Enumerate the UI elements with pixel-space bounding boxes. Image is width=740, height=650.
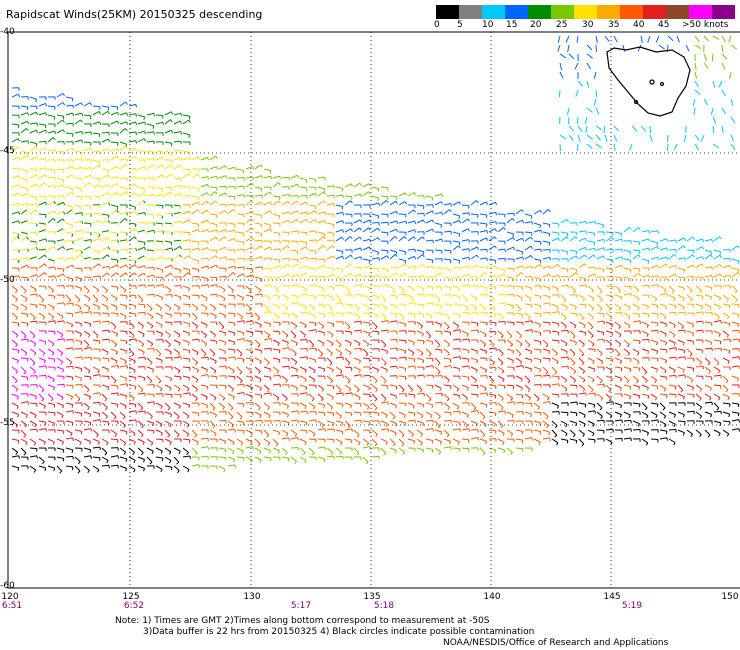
graticule [8, 32, 740, 588]
lat-label-minus-60: -60 [0, 581, 15, 591]
legend-label: 10 [482, 20, 494, 30]
lon-label-130: 130 [243, 592, 261, 602]
time-label-2: 5:17 [290, 601, 312, 611]
legend-swatch [459, 5, 482, 19]
legend-label: 40 [633, 20, 645, 30]
legend-label: 30 [582, 20, 594, 30]
time-label-3: 5:18 [373, 601, 395, 611]
legend-swatch [597, 5, 620, 19]
lat-label-minus-45: -45 [0, 146, 15, 156]
legend-swatch [436, 5, 459, 19]
lat-label-minus-55: -55 [0, 418, 15, 428]
lon-label-135: 135 [363, 592, 381, 602]
note-line-2: 3)Data buffer is 22 hrs from 20150325 4)… [143, 627, 535, 637]
legend-swatch [505, 5, 528, 19]
note-line-3: NOAA/NESDIS/Office of Research and Appli… [443, 638, 669, 648]
legend-swatch [643, 5, 666, 19]
legend-label: 45 [658, 20, 670, 30]
wind-speed-legend [436, 5, 735, 19]
time-label-1: 6:52 [123, 601, 145, 611]
time-label-4: 5:19 [621, 601, 643, 611]
legend-label: 15 [506, 20, 518, 30]
legend-label: >50 knots [682, 20, 729, 30]
legend-label: 20 [530, 20, 542, 30]
legend-swatch [528, 5, 551, 19]
legend-swatch [574, 5, 597, 19]
legend-label: 5 [457, 20, 463, 30]
legend-swatch [689, 5, 712, 19]
legend-label: 0 [434, 20, 440, 30]
tasmania-coastline [606, 46, 691, 117]
legend-swatch [666, 5, 689, 19]
lon-label-140: 140 [483, 592, 501, 602]
map-frame [7, 31, 740, 589]
lon-label-125: 125 [122, 592, 140, 602]
legend-swatch [551, 5, 574, 19]
legend-label: 35 [608, 20, 620, 30]
wind-barb-swath [11, 35, 740, 474]
note-line-1: Note: 1) Times are GMT 2)Times along bot… [115, 616, 490, 626]
lon-label-120: 120 [1, 592, 19, 602]
legend-swatch [620, 5, 643, 19]
legend-label: 25 [556, 20, 568, 30]
time-label-0: 6:51 [1, 601, 23, 611]
wind-speed-legend-labels: 0 5 10 15 20 25 30 35 40 45 >50 knots [430, 20, 736, 32]
lat-label-minus-40: -40 [0, 27, 15, 37]
legend-swatch [712, 5, 735, 19]
lon-label-150: 150 [721, 592, 739, 602]
legend-swatch [482, 5, 505, 19]
lat-label-minus-50: -50 [0, 275, 15, 285]
lon-label-145: 145 [603, 592, 621, 602]
map-title: Rapidscat Winds(25KM) 20150325 descendin… [6, 8, 263, 21]
